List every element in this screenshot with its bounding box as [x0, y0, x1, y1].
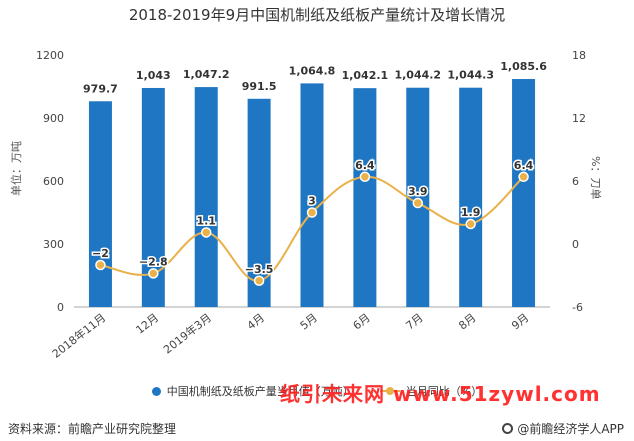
bar-value-label: 979.7 — [83, 82, 118, 95]
legend-bar-swatch — [151, 386, 161, 396]
legend-item-line: 当月同比（%） — [379, 383, 483, 399]
line-value-label: 1.1 — [196, 214, 216, 227]
legend: 中国机制纸及纸板产量当月值（万吨） 当月同比（%） — [0, 383, 634, 399]
y-axis-right-label: %：刀单 — [589, 156, 602, 200]
data-labels: 979.7 1,043 1,047.2 991.5 1,064.8 1,042.1 1,04… — [83, 60, 547, 277]
y-right-tick-label: -6 — [572, 301, 583, 314]
x-tick-label: 2018年11月 — [49, 310, 108, 360]
footer: 资料来源：前瞻产业研究院整理 @前瞻经济学人APP — [0, 416, 634, 441]
x-tick-label: 2019年3月 — [161, 310, 215, 356]
brand-text: @前瞻经济学人APP — [517, 422, 624, 436]
line-value-label: −2.8 — [139, 255, 168, 268]
bar — [88, 101, 112, 307]
brand-logo-icon — [502, 423, 514, 434]
legend-bar-label: 中国机制纸及纸板产量当月值（万吨） — [166, 385, 354, 398]
line-value-label: 6.4 — [514, 159, 534, 172]
bar-value-label: 1,043 — [136, 69, 171, 82]
bar — [353, 88, 377, 307]
y-left-tick-label: 1200 — [36, 49, 64, 62]
bar — [300, 83, 324, 307]
y-axis-left-label: 单位：万吨 — [10, 141, 23, 196]
bar — [141, 87, 165, 307]
bar — [406, 87, 430, 307]
line-point — [359, 171, 371, 183]
legend-line-label: 当月同比（%） — [405, 385, 483, 398]
y-right-tick-label: 12 — [572, 112, 586, 125]
bar-series — [88, 79, 536, 308]
line-value-label: 3 — [308, 195, 316, 208]
bar — [194, 87, 218, 307]
bar-value-label: 1,044.3 — [447, 69, 494, 82]
bar-value-label: 1,047.2 — [183, 68, 230, 81]
chart-title: 2018-2019年9月中国机制纸及纸板产量统计及增长情况 — [128, 6, 506, 24]
watermark-text: 纸引未来网 www.51zywl.com — [280, 382, 601, 406]
legend-item-bar: 中国机制纸及纸板产量当月值（万吨） — [151, 383, 354, 399]
line-point — [148, 268, 159, 279]
y-left-tick-label: 300 — [43, 238, 64, 251]
bar — [459, 87, 483, 308]
y-right-tick-label: 0 — [572, 238, 579, 251]
x-tick-label: 7月 — [403, 311, 425, 332]
line-point — [518, 171, 529, 183]
y-left-tick-label: 0 — [57, 301, 64, 314]
x-tick-label: 6月 — [351, 311, 373, 332]
y-right-tick-label: 6 — [572, 175, 579, 188]
x-tick-label: 12月 — [133, 311, 161, 337]
x-tick-label: 4月 — [245, 311, 267, 332]
bar — [512, 79, 536, 307]
y-left-tick-label: 600 — [43, 175, 64, 188]
brand: @前瞻经济学人APP — [502, 420, 624, 437]
bar — [247, 98, 271, 307]
x-tick-label: 8月 — [456, 311, 478, 332]
legend-line-swatch — [379, 387, 400, 395]
bar-value-label: 1,064.8 — [289, 64, 336, 77]
y-left-tick-label: 900 — [43, 112, 64, 125]
line-point — [412, 197, 424, 209]
source-text: 资料来源：前瞻产业研究院整理 — [8, 422, 177, 436]
line-value-label: −3.5 — [245, 263, 274, 276]
y-right-tick-label: 18 — [572, 49, 586, 62]
bar-value-label: 991.5 — [242, 80, 277, 93]
line-point — [465, 218, 476, 230]
bar-value-label: 1,044.2 — [394, 69, 441, 82]
line-value-label: 1.9 — [461, 206, 481, 219]
line-point — [95, 259, 106, 271]
line-point — [253, 275, 265, 286]
line-point — [306, 207, 318, 218]
x-tick-label: 9月 — [509, 311, 531, 332]
line-value-label: 6.4 — [355, 159, 375, 172]
bar-value-label: 1,085.6 — [500, 60, 547, 73]
line-series — [95, 171, 529, 286]
x-tick-label: 5月 — [298, 311, 320, 332]
line-value-label: 3.9 — [408, 185, 428, 198]
line-point — [200, 227, 212, 238]
line-value-label: −2 — [92, 247, 109, 260]
bar-value-label: 1,042.1 — [342, 69, 389, 82]
